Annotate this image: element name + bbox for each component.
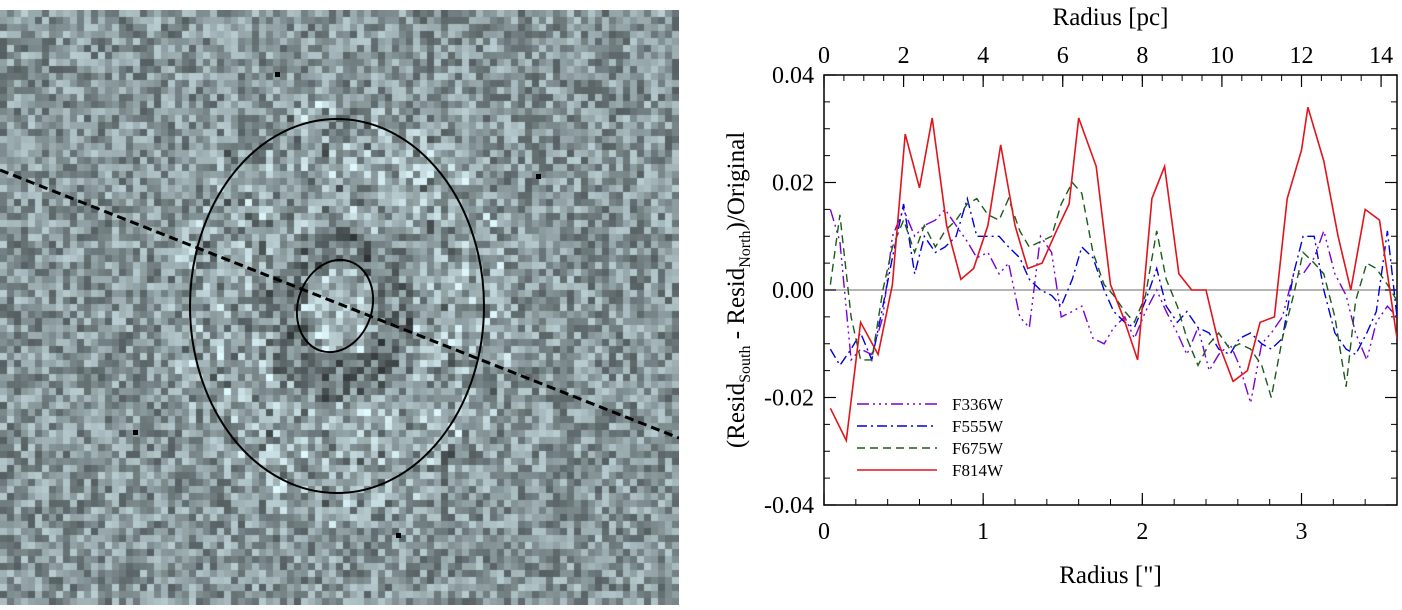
y-axis-title-subscript: South [737,346,754,383]
residual-image [0,10,679,605]
outer-ellipse [189,118,485,494]
x2-tick-label: 12 [1290,43,1314,69]
x-tick-label: 2 [1136,519,1148,545]
legend-label-F555W: F555W [952,417,1004,436]
y-axis-title: (ResidSouth - ResidNorth)/Original [723,132,754,448]
y-tick-label: 0.04 [772,63,814,89]
x2-tick-label: 2 [898,43,910,69]
x2-tick-label: 10 [1210,43,1234,69]
legend-label-F336W: F336W [952,395,1004,414]
x2-tick-label: 8 [1136,43,1148,69]
x2-tick-label: 14 [1369,43,1393,69]
x2-tick-label: 4 [977,43,989,69]
marker-point [396,533,401,538]
image-overlay [0,72,679,538]
residual-image-panel [0,10,679,605]
x2-tick-label: 0 [818,43,830,69]
marker-point [133,430,138,435]
slit-line [0,168,679,440]
series-line-F555W [829,195,1397,367]
y-tick-label: 0.02 [772,171,814,197]
y-axis-title-part: )/Original [723,132,750,231]
x-tick-label: 3 [1296,519,1308,545]
y-axis-title-subscript: North [737,230,754,267]
y-axis-title-part: - Resid [723,267,750,345]
y-tick-label: -0.04 [764,493,814,519]
y-tick-label: -0.02 [764,386,814,412]
series-line-F675W [829,181,1397,398]
x-tick-label: 1 [977,519,989,545]
marker-point [275,72,280,77]
legend-label-F675W: F675W [952,439,1004,458]
x2-axis-title: Radius [pc] [1053,4,1169,31]
x-axis-title: Radius ["] [1059,562,1162,589]
series-line-F336W [829,207,1397,404]
y-tick-label: 0.00 [772,278,814,304]
chart-root: -0.04-0.020.000.020.040 1 2 30 2 4 6 8 10 12 14Rad… [723,4,1398,589]
marker-point [536,174,541,179]
series-line-F814W [829,106,1397,444]
y-axis-title-part: (Resid [723,382,750,448]
x-tick-label: 0 [818,519,830,545]
x2-tick-label: 6 [1057,43,1069,69]
legend-label-F814W: F814W [952,461,1004,480]
